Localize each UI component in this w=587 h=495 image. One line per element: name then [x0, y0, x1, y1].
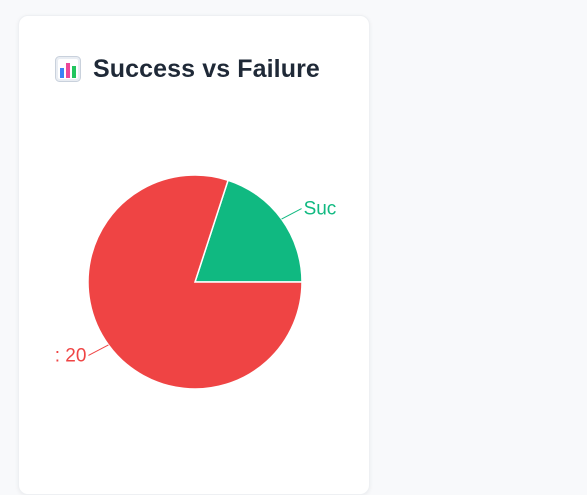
card-header: Success vs Failure	[55, 52, 320, 86]
pie-chart: Suc : 20	[19, 16, 369, 494]
chart-title: Success vs Failure	[93, 54, 320, 83]
slice-label-failure: : 20	[55, 345, 87, 366]
leader-line-failure	[88, 344, 109, 356]
pie-slice-failure[interactable]	[87, 174, 303, 390]
bar-chart-icon	[55, 56, 81, 82]
pie-chart-svg: Suc : 20	[55, 174, 337, 390]
slice-label-success: Suc	[304, 199, 337, 220]
chart-card: Success vs Failure Suc : 20	[18, 15, 370, 495]
leader-line-success	[281, 208, 302, 220]
